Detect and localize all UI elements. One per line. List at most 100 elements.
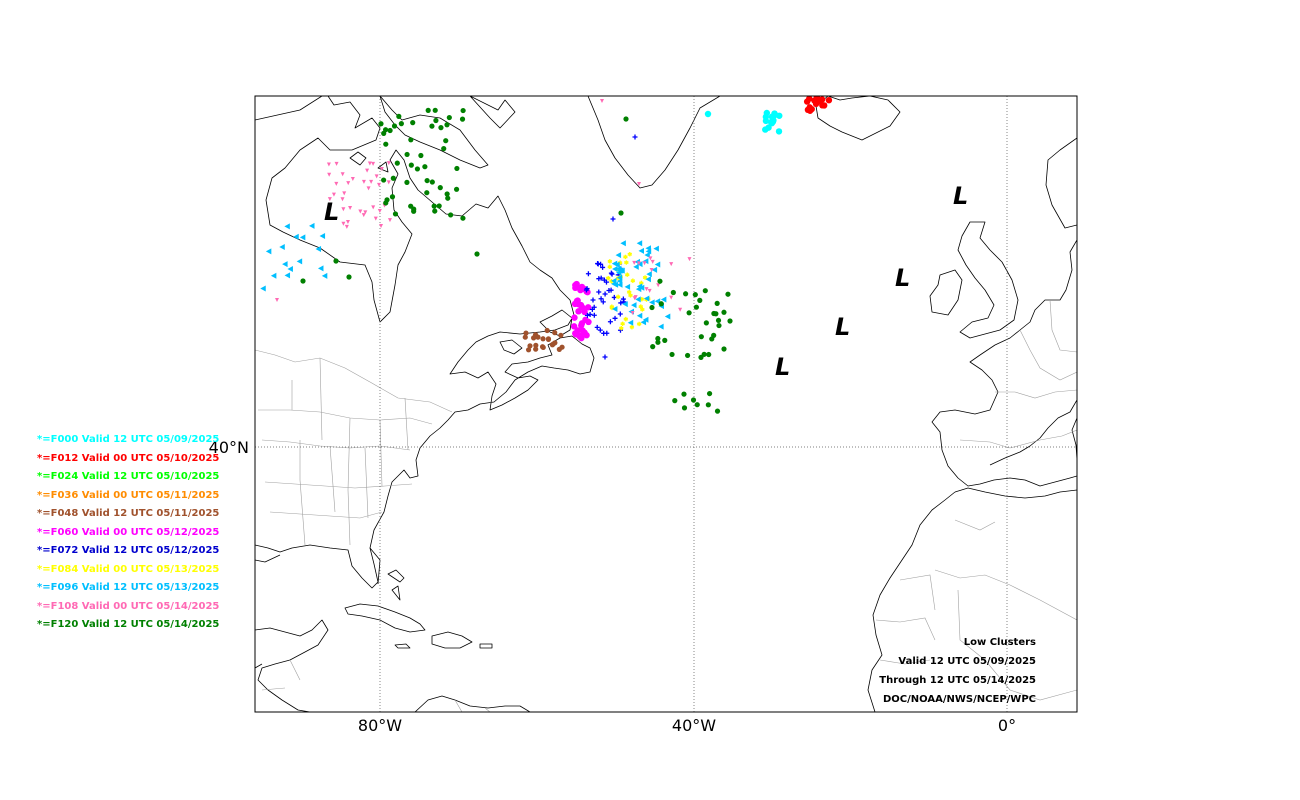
cluster-marker	[572, 284, 579, 292]
cluster-marker	[651, 266, 658, 273]
cluster-marker	[654, 261, 661, 268]
cluster-marker	[382, 127, 389, 133]
info-source: DOC/NOAA/NWS/NCEP/WPC	[883, 694, 1036, 705]
europe-coast	[931, 239, 1077, 487]
cluster-marker	[624, 283, 631, 290]
florida-coast	[369, 547, 381, 585]
cluster-marker	[654, 298, 661, 305]
cluster-marker	[545, 336, 552, 342]
cluster-marker	[344, 224, 349, 229]
cluster-marker	[327, 197, 332, 202]
cluster-marker	[721, 346, 727, 352]
cluster-marker	[603, 279, 609, 285]
cluster-marker	[694, 402, 700, 408]
cluster-marker	[331, 192, 336, 197]
cluster-marker	[369, 179, 374, 184]
cluster-marker	[544, 327, 550, 334]
cluster-marker	[669, 262, 674, 267]
cluster-marker	[531, 335, 537, 341]
x-tick-label: 0°	[998, 716, 1016, 735]
cluster-marker	[379, 167, 384, 172]
cluster-marker	[605, 275, 611, 281]
info-valid: Valid 12 UTC 05/09/2025	[898, 656, 1036, 667]
cluster-marker	[627, 252, 633, 257]
cluster-marker	[607, 259, 613, 264]
central-america	[255, 619, 329, 712]
cluster-marker	[632, 296, 637, 301]
cluster-marker	[703, 320, 709, 326]
legend-item-f012: *=F012 Valid 00 UTC 05/10/2025	[37, 452, 220, 464]
cluster-marker	[636, 321, 642, 327]
cluster-marker	[334, 161, 339, 166]
cluster-marker	[391, 123, 398, 129]
cluster-marker	[460, 215, 466, 221]
cluster-marker	[348, 206, 353, 211]
cluster-marker	[377, 209, 382, 214]
cluster-marker	[361, 179, 366, 184]
bahamas	[387, 569, 405, 601]
ireland	[929, 269, 963, 316]
cluster-marker	[533, 342, 539, 348]
cluster-marker	[523, 330, 529, 336]
cluster-marker	[701, 351, 707, 357]
cluster-marker	[690, 397, 697, 403]
africa-coast	[867, 487, 1077, 712]
cluster-marker	[474, 251, 480, 257]
iceland	[815, 96, 901, 141]
cluster-marker	[727, 318, 733, 324]
cluster-marker	[618, 210, 624, 216]
cluster-marker	[342, 191, 347, 196]
cluster-marker	[633, 263, 639, 270]
cluster-marker	[601, 330, 607, 336]
cluster-marker	[702, 288, 708, 294]
y-tick-label: 40°N	[209, 438, 249, 457]
cluster-marker	[624, 272, 630, 277]
cluster-marker	[655, 335, 661, 342]
cluster-marker	[584, 312, 590, 318]
cluster-marker	[389, 194, 396, 200]
cluster-marker	[377, 182, 382, 187]
cluster-marker	[642, 258, 649, 265]
low-markers: L L L L L	[324, 182, 968, 381]
cluster-marker	[535, 334, 541, 340]
cluster-marker	[350, 176, 355, 181]
cluster-marker	[433, 117, 439, 124]
cluster-marker	[408, 162, 414, 168]
legend-item-f036: *=F036 Valid 00 UTC 05/11/2025	[37, 489, 220, 501]
cluster-marker	[411, 208, 417, 214]
cluster-marker	[606, 287, 612, 293]
cluster-marker	[609, 271, 615, 277]
cluster-marker	[448, 212, 454, 218]
cluster-marker	[443, 138, 449, 144]
cluster-marker	[776, 112, 783, 119]
low-marker: L	[835, 313, 850, 341]
cluster-marker	[600, 299, 606, 305]
cluster-marker	[361, 213, 366, 218]
cluster-marker	[570, 323, 578, 330]
cluster-marker	[636, 312, 643, 319]
info-title: Low Clusters	[963, 637, 1036, 648]
cluster-marker	[591, 304, 597, 310]
cluster-marker	[618, 325, 624, 331]
cluster-marker	[591, 312, 597, 318]
italy	[1071, 417, 1077, 461]
cluster-marker	[626, 289, 632, 295]
cluster-marker	[650, 344, 656, 350]
legend-item-f084: *=F084 Valid 00 UTC 05/13/2025	[37, 563, 220, 575]
cluster-marker	[327, 172, 332, 177]
cluster-marker	[404, 151, 410, 158]
legend-item-f120: *=F120 Valid 12 UTC 05/14/2025	[37, 619, 220, 630]
legend-item-f048: *=F048 Valid 12 UTC 05/11/2025	[37, 508, 220, 519]
cluster-marker	[632, 134, 638, 140]
cluster-marker	[635, 286, 642, 293]
legend-item-f060: *=F060 Valid 00 UTC 05/12/2025	[37, 526, 220, 538]
north-america-coast	[255, 96, 595, 589]
cluster-marker	[550, 341, 556, 347]
cluster-marker	[825, 96, 833, 104]
cluster-marker	[583, 287, 589, 293]
cluster-marker	[408, 137, 414, 143]
cluster-marker	[611, 277, 617, 284]
cluster-marker	[374, 174, 379, 179]
cluster-marker	[658, 301, 664, 307]
cluster-marker	[317, 265, 324, 272]
